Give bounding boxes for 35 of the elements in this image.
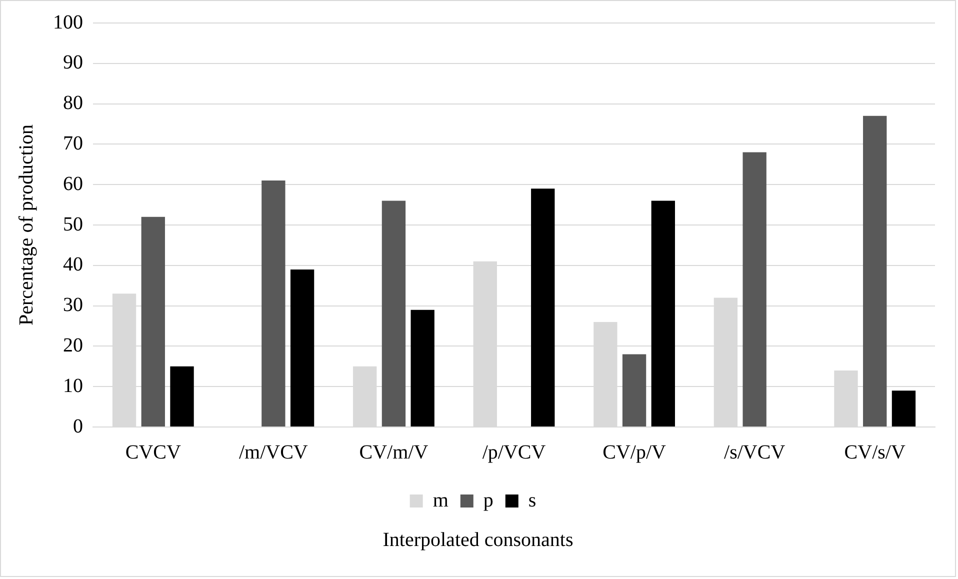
y-tick-label: 60 (63, 172, 83, 195)
legend-label: s (528, 489, 536, 512)
y-tick-label: 90 (63, 52, 83, 74)
bar (742, 152, 766, 426)
y-tick-label: 10 (63, 374, 83, 397)
y-axis-title: Percentage of production (15, 124, 38, 326)
x-tick-label: CV/p/V (602, 441, 667, 464)
y-tick-label: 70 (63, 132, 83, 154)
y-tick-label: 50 (63, 213, 83, 236)
bar (410, 310, 434, 426)
x-tick-label: CVCV (125, 441, 182, 464)
y-tick-label: 0 (73, 415, 83, 438)
bar (170, 366, 194, 426)
y-tick-label: 80 (63, 92, 83, 114)
y-tick-label: 40 (63, 254, 83, 276)
x-tick-label: /p/VCV (482, 441, 546, 464)
y-tick-label: 20 (63, 334, 83, 356)
bar (262, 180, 286, 426)
x-tick-label: CV/s/V (844, 441, 906, 464)
bar (290, 269, 314, 426)
x-tick-label: CV/m/V (359, 441, 429, 464)
bar (531, 188, 555, 426)
y-tick-label: 30 (63, 294, 83, 316)
bar (892, 390, 916, 426)
bar (382, 200, 406, 426)
bar (622, 354, 646, 426)
x-tick-label: /m/VCV (238, 441, 308, 464)
x-tick-label: /s/VCV (724, 441, 786, 464)
bar (141, 216, 165, 426)
legend-label: m (432, 489, 449, 512)
y-tick-label: 100 (53, 11, 83, 34)
bar (651, 200, 675, 426)
legend-label: p (483, 489, 494, 512)
x-axis-title: Interpolated consonants (382, 529, 574, 552)
bar (863, 116, 887, 426)
